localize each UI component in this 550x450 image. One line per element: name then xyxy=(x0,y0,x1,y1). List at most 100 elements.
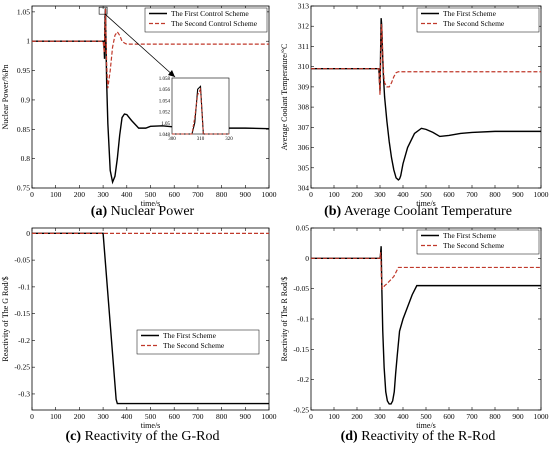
x-tick-label: 300 xyxy=(97,412,109,421)
y-tick-label: 0.8 xyxy=(21,154,31,163)
x-tick-label: 600 xyxy=(443,190,455,199)
x-tick-label: 300 xyxy=(97,190,109,199)
series-line-2 xyxy=(32,8,269,89)
y-tick-label: 1.05 xyxy=(17,7,30,16)
inset-y-tick-label: 1.056 xyxy=(159,88,171,93)
inset-y-tick-label: 1.048 xyxy=(159,133,171,138)
x-tick-label: 100 xyxy=(50,190,62,199)
y-axis-label: Reactivity of The R Rod/$ xyxy=(280,277,289,362)
x-tick-label: 500 xyxy=(420,412,432,421)
caption-text: Nuclear Power xyxy=(107,204,194,219)
y-tick-label: 309 xyxy=(298,82,310,91)
x-tick-label: 600 xyxy=(169,412,181,421)
chart-panel-c: 0 100 200 300 400 500 600 700 800 900 1000 0 -0.05 -0… xyxy=(1,227,277,444)
y-tick-label: -0.05 xyxy=(14,256,30,265)
x-tick-label: 900 xyxy=(240,412,252,421)
y-axis-label: Average Coolant Temperature/°C xyxy=(280,44,289,151)
plot-area xyxy=(31,227,270,411)
panel-caption: (d) Reactivity of the R-Rod xyxy=(341,429,496,444)
inset-series-line-2 xyxy=(172,87,229,135)
zoom-marker-box xyxy=(98,6,108,15)
y-tick-label: 304 xyxy=(298,184,310,193)
y-tick-label: -0.25 xyxy=(14,363,30,372)
legend-entry-2: The Second Scheme xyxy=(163,341,225,350)
chart-panel-b: 0 100 200 300 400 500 600 700 800 900 1000 304 305 30… xyxy=(280,2,549,220)
legend-entry-2: The Second Scheme xyxy=(443,19,505,28)
x-axis-label: time/s xyxy=(141,421,161,430)
series-line-1 xyxy=(32,232,269,405)
inset-x-tick-label: 320 xyxy=(225,137,233,142)
zoom-arrow-head xyxy=(168,70,175,77)
x-tick-label: 500 xyxy=(145,190,157,199)
y-tick-label: -0.2 xyxy=(297,375,309,384)
inset-y-tick-label: 1.054 xyxy=(159,99,171,104)
y-tick-label: -0.2 xyxy=(18,336,30,345)
x-axis-label: time/s xyxy=(416,199,436,208)
x-tick-label: 400 xyxy=(397,412,409,421)
x-tick-label: 600 xyxy=(443,412,455,421)
x-axis-label: time/s xyxy=(416,421,436,430)
inset-x-tick-label: 300 xyxy=(168,137,176,142)
inset-y-tick-label: 1.05 xyxy=(161,122,170,127)
x-tick-label: 600 xyxy=(169,190,181,199)
chart-panel-a: 0 100 200 300 400 500 600 700 800 900 1000 0.75 0.8 0… xyxy=(1,5,277,219)
caption-letter: (d) xyxy=(341,429,358,444)
y-tick-label: -0.1 xyxy=(297,315,309,324)
x-tick-label: 200 xyxy=(74,412,86,421)
x-tick-label: 800 xyxy=(489,412,501,421)
x-tick-label: 200 xyxy=(351,412,363,421)
y-tick-label: 313 xyxy=(298,2,310,11)
y-tick-label: 312 xyxy=(298,22,310,31)
x-tick-label: 700 xyxy=(192,190,204,199)
y-tick-label: 1 xyxy=(26,37,30,46)
x-tick-label: 1000 xyxy=(262,190,277,199)
y-tick-label: 308 xyxy=(298,103,310,112)
plot-area xyxy=(31,5,270,189)
x-tick-label: 0 xyxy=(309,412,313,421)
y-tick-label: 0 xyxy=(26,229,30,238)
inset-y-tick-label: 1.058 xyxy=(159,77,171,82)
x-tick-label: 100 xyxy=(328,190,340,199)
x-tick-label: 400 xyxy=(121,412,133,421)
legend-entry-2: The Second Control Scheme xyxy=(171,19,258,28)
x-tick-label: 1000 xyxy=(534,412,549,421)
y-tick-label: -0.15 xyxy=(14,309,30,318)
x-tick-label: 1000 xyxy=(262,412,277,421)
x-tick-label: 300 xyxy=(374,412,386,421)
caption-text: Reactivity of the G-Rod xyxy=(81,429,219,444)
panel-caption: (a) Nuclear Power xyxy=(91,204,195,219)
series-line-2 xyxy=(311,24,541,96)
y-tick-label: 305 xyxy=(298,163,310,172)
x-axis-label: time/s xyxy=(141,199,161,208)
y-axis-label: Nuclear Power/%Pn xyxy=(1,64,10,129)
legend-entry-1: The First Scheme xyxy=(443,9,497,18)
y-tick-label: -0.25 xyxy=(293,406,309,415)
x-tick-label: 100 xyxy=(50,412,62,421)
x-tick-label: 800 xyxy=(216,190,228,199)
x-tick-label: 800 xyxy=(216,412,228,421)
x-tick-label: 0 xyxy=(309,190,313,199)
caption-text: Reactivity of the R-Rod xyxy=(358,429,496,444)
y-tick-label: -0.1 xyxy=(18,282,30,291)
y-tick-label: 310 xyxy=(298,62,310,71)
y-tick-label: 307 xyxy=(298,123,310,132)
x-tick-label: 700 xyxy=(466,412,478,421)
y-axis-label: Reactivity of The G Rod/$ xyxy=(1,276,10,361)
legend-entry-1: The First Scheme xyxy=(443,231,497,240)
y-tick-label: -0.05 xyxy=(293,284,309,293)
y-tick-label: 0.75 xyxy=(17,184,30,193)
legend-box xyxy=(416,7,540,33)
series-line-1 xyxy=(311,18,541,181)
y-tick-label: 0.95 xyxy=(17,66,30,75)
x-tick-label: 300 xyxy=(374,190,386,199)
x-tick-label: 700 xyxy=(192,412,204,421)
y-tick-label: 306 xyxy=(298,143,310,152)
x-tick-label: 900 xyxy=(240,190,252,199)
y-tick-label: 0.85 xyxy=(17,125,30,134)
plot-area xyxy=(310,5,542,189)
